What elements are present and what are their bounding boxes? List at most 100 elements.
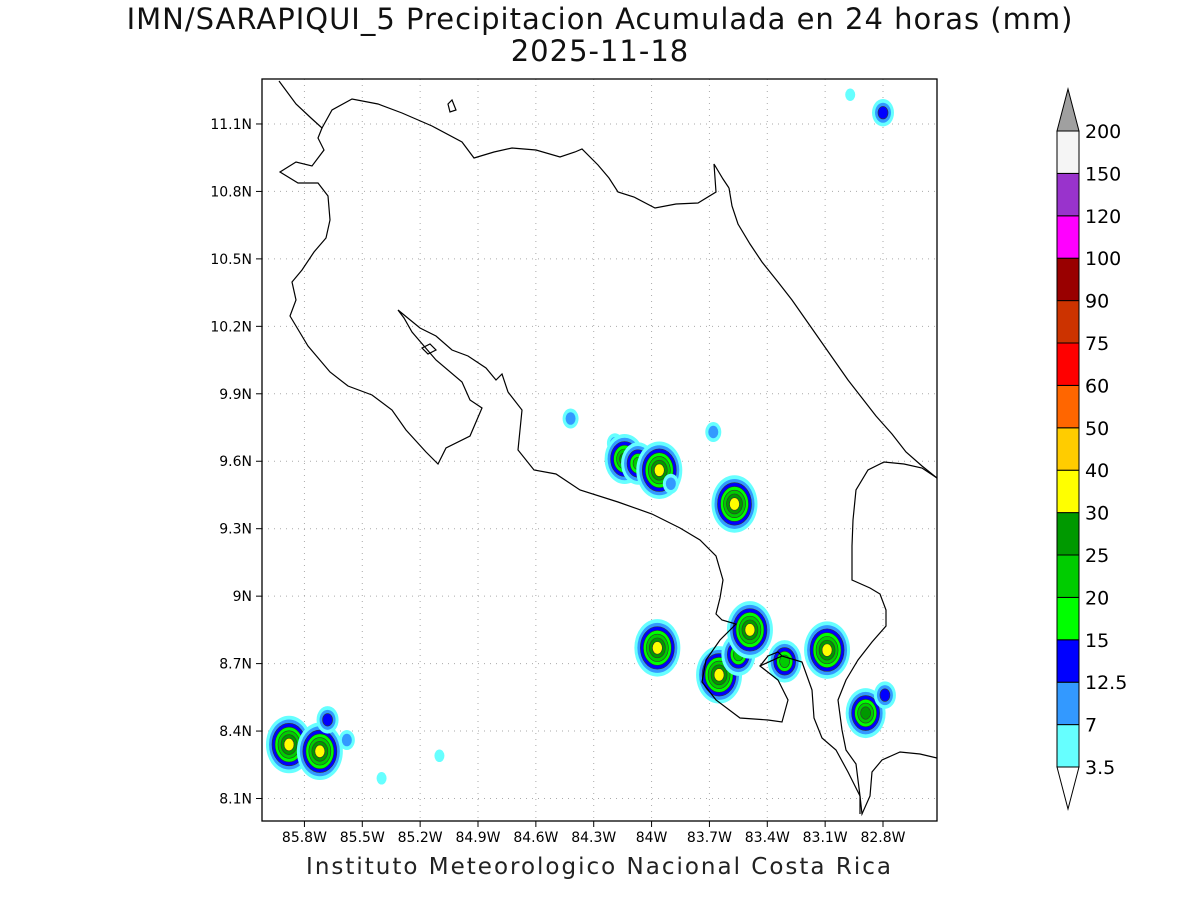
lat-tick-label: 8.7N [219, 657, 252, 673]
precip-cell [296, 722, 343, 781]
colorbar-label: 60 [1085, 375, 1109, 397]
colorbar-label: 100 [1085, 248, 1121, 270]
colorbar-label: 15 [1085, 630, 1109, 652]
precipitation-field [266, 88, 896, 785]
colorbar-label: 200 [1085, 121, 1121, 143]
colorbar-segment [1056, 681, 1080, 726]
precip-cell [376, 772, 387, 785]
lat-tick-label: 9.3N [219, 522, 252, 538]
panama-border [837, 461, 937, 817]
axis-labels: 85.8W 85.5W 85.2W 84.9W 84.6W 84.3W 84W 83.7W 83… [210, 117, 905, 846]
colorbar-label: 90 [1085, 291, 1109, 313]
precip-cell [562, 408, 579, 429]
colorbar-low-arrow [1056, 766, 1080, 811]
colorbar-label: 3.5 [1085, 757, 1115, 779]
colorbar-segment [1056, 257, 1080, 302]
colorbar-segment [1056, 427, 1080, 471]
caribbean-coastline [728, 187, 937, 479]
precip-contour [821, 643, 833, 657]
precip-contour [376, 772, 387, 785]
colorbar-label: 75 [1085, 333, 1109, 355]
precip-contour [860, 706, 871, 720]
colorbar-label: 50 [1085, 418, 1109, 440]
lon-tick-label: 84.3W [571, 830, 616, 846]
precip-cell [845, 88, 856, 101]
precip-cell [873, 681, 896, 709]
coastline-layer [278, 80, 937, 817]
colorbar-segment [1056, 215, 1080, 259]
precip-cell [872, 98, 894, 127]
lon-tick-label: 84W [636, 830, 668, 846]
colorbar-segment [1056, 172, 1080, 217]
precip-cell [316, 706, 339, 734]
bay-inlet [759, 651, 783, 667]
colorbar-segment [1056, 469, 1080, 514]
lon-tick-label: 85.8W [282, 830, 327, 846]
lat-tick-label: 8.1N [219, 792, 252, 808]
precip-contour [779, 654, 790, 668]
lake-shore-nicaragua [447, 98, 457, 113]
map-date: 2025-11-18 [510, 34, 690, 68]
precip-contour [708, 425, 719, 439]
precip-contour [652, 641, 663, 655]
lat-tick-label: 11.1N [210, 117, 252, 133]
nicoya-island [420, 343, 438, 355]
colorbar-segment [1056, 130, 1080, 174]
map-frame [261, 78, 938, 822]
precip-cell [338, 730, 355, 751]
precip-contour [322, 713, 333, 727]
precip-cell [726, 601, 773, 659]
precip-contour [729, 497, 740, 511]
colorbar: 3.5 7 12.5 15 20 25 30 40 50 60 75 90 100 120 150 200 [1056, 87, 1127, 811]
precip-contour [434, 749, 445, 763]
precip-cell [634, 619, 681, 677]
colorbar-label: 7 [1085, 715, 1097, 737]
institution-credit: Instituto Meteorologico Nacional Costa R… [306, 854, 893, 880]
colorbar-segment [1056, 724, 1080, 768]
lat-tick-label: 10.5N [210, 252, 252, 268]
precip-contour [565, 412, 576, 425]
lon-tick-label: 84.6W [513, 830, 558, 846]
precip-contour [341, 733, 352, 747]
colorbar-segment [1056, 342, 1080, 386]
precip-contour [653, 463, 665, 477]
lon-tick-label: 85.2W [398, 830, 443, 846]
colorbar-segment [1056, 512, 1080, 556]
precip-contour [879, 688, 891, 702]
precip-cell [434, 749, 445, 763]
precip-cell [804, 621, 851, 679]
colorbar-segment [1056, 384, 1080, 429]
lon-tick-label: 83.7W [687, 830, 732, 846]
map-title: IMN/SARAPIQUI_5 Precipitacion Acumulada … [126, 2, 1074, 36]
lon-tick-label: 82.8W [860, 830, 905, 846]
precip-cell [711, 475, 758, 533]
lon-tick-label: 85.5W [340, 830, 385, 846]
precip-cell [705, 422, 722, 443]
colorbar-label: 20 [1085, 587, 1109, 609]
precip-contour [713, 668, 725, 682]
colorbar-label: 12.5 [1085, 672, 1127, 694]
precip-cell [662, 473, 679, 494]
lon-tick-label: 83.4W [745, 830, 790, 846]
pacific-coastline-north [278, 127, 861, 814]
lon-tick-label: 83.1W [803, 830, 848, 846]
lat-tick-label: 10.8N [210, 184, 252, 200]
colorbar-high-arrow [1056, 87, 1080, 132]
precip-contour [744, 623, 756, 637]
nicaragua-coastline [278, 80, 730, 209]
colorbar-segment [1056, 639, 1080, 683]
precip-contour [314, 744, 326, 758]
map-background [262, 79, 937, 821]
precip-contour [665, 477, 676, 490]
colorbar-segment [1056, 596, 1080, 641]
colorbar-label: 120 [1085, 206, 1121, 228]
lat-tick-label: 9.9N [219, 387, 252, 403]
lat-tick-label: 9.6N [219, 454, 252, 470]
colorbar-label: 150 [1085, 163, 1121, 185]
precip-contour [283, 738, 295, 752]
lat-tick-label: 10.2N [210, 319, 252, 335]
colorbar-segment [1056, 300, 1080, 344]
lon-tick-label: 84.9W [455, 830, 500, 846]
